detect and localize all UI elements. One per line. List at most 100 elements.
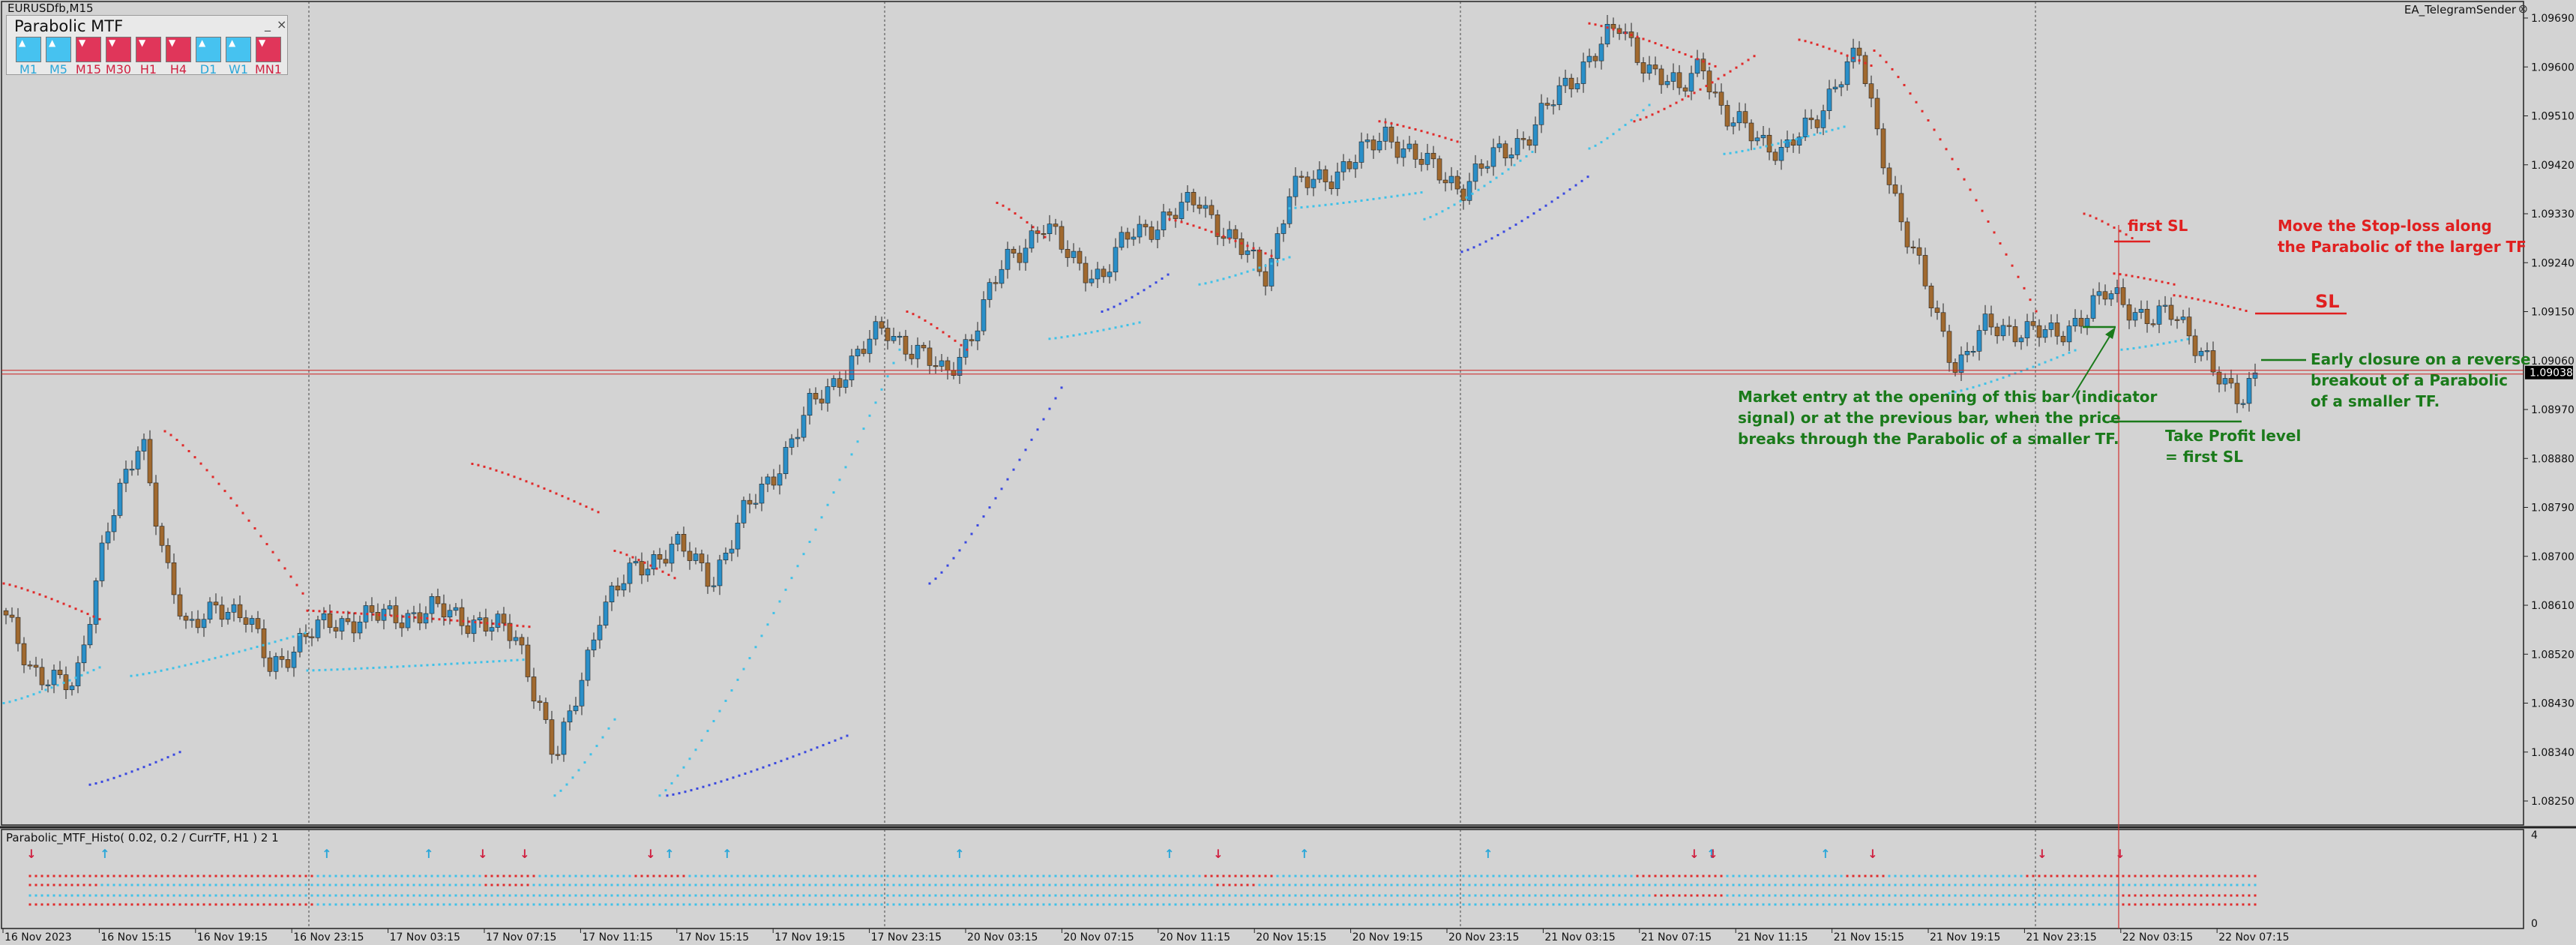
bear-candle bbox=[1718, 92, 1724, 106]
histo-dot bbox=[2104, 903, 2107, 906]
close-circle-icon[interactable]: ⊗ bbox=[2518, 2, 2528, 16]
histo-dot bbox=[2206, 894, 2209, 897]
psar-dot-above bbox=[1747, 58, 1750, 62]
histo-dot bbox=[1690, 903, 1693, 906]
bull-candle bbox=[99, 542, 105, 581]
histo-dot bbox=[346, 884, 349, 886]
histo-dot bbox=[442, 884, 445, 886]
psar-dot-below bbox=[940, 571, 943, 574]
histo-dot bbox=[1744, 903, 1747, 906]
histo-dot bbox=[1720, 894, 1723, 897]
tf-button-d1[interactable]: ▲ bbox=[196, 37, 221, 62]
histo-dot bbox=[946, 874, 949, 878]
histo-dot bbox=[394, 894, 397, 897]
psar-dot-below bbox=[136, 674, 139, 676]
histo-dot bbox=[1510, 874, 1513, 878]
histo-dot bbox=[478, 884, 481, 886]
histo-dot bbox=[1486, 894, 1489, 897]
histo-dot bbox=[2224, 903, 2227, 906]
histo-dot bbox=[556, 884, 559, 886]
histo-dot bbox=[1360, 874, 1363, 878]
psar-dot-above bbox=[2035, 310, 2038, 313]
bull-candle bbox=[1844, 61, 1850, 86]
histo-dot bbox=[238, 874, 241, 878]
psar-dot-above bbox=[2095, 217, 2098, 220]
bull-candle bbox=[579, 680, 585, 706]
histo-dot bbox=[1246, 903, 1249, 906]
histo-dot bbox=[1012, 894, 1015, 897]
tf-button-m5[interactable]: ▲ bbox=[46, 37, 71, 62]
histo-dot bbox=[1648, 874, 1651, 878]
tf-button-m1[interactable]: ▲ bbox=[16, 37, 41, 62]
psar-dot-below bbox=[1155, 281, 1158, 284]
histo-dot bbox=[1006, 884, 1009, 886]
histo-dot bbox=[2038, 894, 2041, 897]
bull-candle bbox=[2000, 325, 2006, 337]
histo-dot bbox=[1054, 894, 1057, 897]
psar-dot-above bbox=[241, 512, 244, 514]
histo-dot bbox=[1696, 894, 1699, 897]
tf-button-h1[interactable]: ▼ bbox=[136, 37, 161, 62]
psar-dot-below bbox=[778, 600, 781, 603]
histo-dot bbox=[892, 884, 895, 886]
psar-dot-below bbox=[1765, 145, 1768, 148]
histo-dot bbox=[970, 903, 973, 906]
histo-dot bbox=[1654, 894, 1657, 897]
psar-dot-above bbox=[38, 593, 41, 596]
psar-dot-below bbox=[1276, 260, 1279, 263]
psar-dot-below bbox=[2038, 363, 2041, 366]
parabolic-mtf-panel[interactable]: Parabolic MTF _ × ▲ M1 ▲ M5 ▼ M15 ▼ M30 ▼ H1 ▼ H4 ▲ D… bbox=[6, 15, 288, 76]
histo-dot bbox=[1168, 884, 1171, 886]
down-arrow-icon: ↓ bbox=[26, 847, 36, 861]
histo-dot bbox=[1174, 884, 1177, 886]
bear-candle bbox=[1724, 105, 1730, 127]
minimize-button[interactable]: _ bbox=[265, 17, 271, 32]
close-button[interactable]: × bbox=[277, 17, 287, 32]
bear-candle bbox=[657, 554, 663, 560]
histo-dot bbox=[1906, 884, 1909, 886]
psar-dot-below bbox=[850, 453, 853, 456]
time-axis-label: 17 Nov 03:15 bbox=[390, 932, 460, 944]
bear-candle bbox=[177, 594, 183, 616]
histo-dot bbox=[904, 884, 907, 886]
histo-dot bbox=[2008, 903, 2011, 906]
histo-dot bbox=[1306, 884, 1309, 886]
histo-dot bbox=[322, 884, 325, 886]
psar-dot-above bbox=[637, 559, 640, 562]
psar-dot-below bbox=[462, 662, 465, 664]
psar-dot-below bbox=[1837, 127, 1840, 130]
psar-dot-above bbox=[1696, 58, 1699, 61]
psar-dot-below bbox=[738, 774, 741, 777]
psar-dot-above bbox=[1852, 56, 1855, 59]
histo-dot bbox=[736, 894, 739, 897]
tf-button-w1[interactable]: ▲ bbox=[226, 37, 251, 62]
histo-dot bbox=[646, 884, 649, 886]
psar-dot-above bbox=[372, 613, 375, 616]
tf-button-m30[interactable]: ▼ bbox=[106, 37, 131, 62]
histo-dot bbox=[2044, 903, 2047, 906]
psar-dot-above bbox=[1672, 48, 1675, 51]
tf-button-mn1[interactable]: ▼ bbox=[256, 37, 281, 62]
histo-dot bbox=[700, 894, 703, 897]
psar-dot-below bbox=[172, 753, 175, 756]
psar-dot-below bbox=[178, 665, 181, 668]
histo-dot bbox=[556, 894, 559, 897]
tf-button-h4[interactable]: ▼ bbox=[166, 37, 191, 62]
bull-candle bbox=[765, 476, 771, 484]
histo-dot bbox=[418, 874, 421, 878]
histo-dot bbox=[1108, 884, 1111, 886]
bear-candle bbox=[537, 700, 543, 704]
bear-candle bbox=[525, 644, 531, 677]
histo-dot bbox=[640, 903, 643, 906]
psar-dot-above bbox=[390, 614, 393, 617]
histo-dot bbox=[1600, 874, 1603, 878]
histo-dot bbox=[106, 903, 109, 906]
histo-dot bbox=[940, 903, 943, 906]
histo-dot bbox=[1594, 884, 1597, 886]
time-axis-label: 20 Nov 23:15 bbox=[1448, 932, 1519, 944]
tf-button-m15[interactable]: ▼ bbox=[76, 37, 101, 62]
time-axis-label: 16 Nov 19:15 bbox=[197, 932, 268, 944]
histo-dot bbox=[58, 903, 61, 906]
